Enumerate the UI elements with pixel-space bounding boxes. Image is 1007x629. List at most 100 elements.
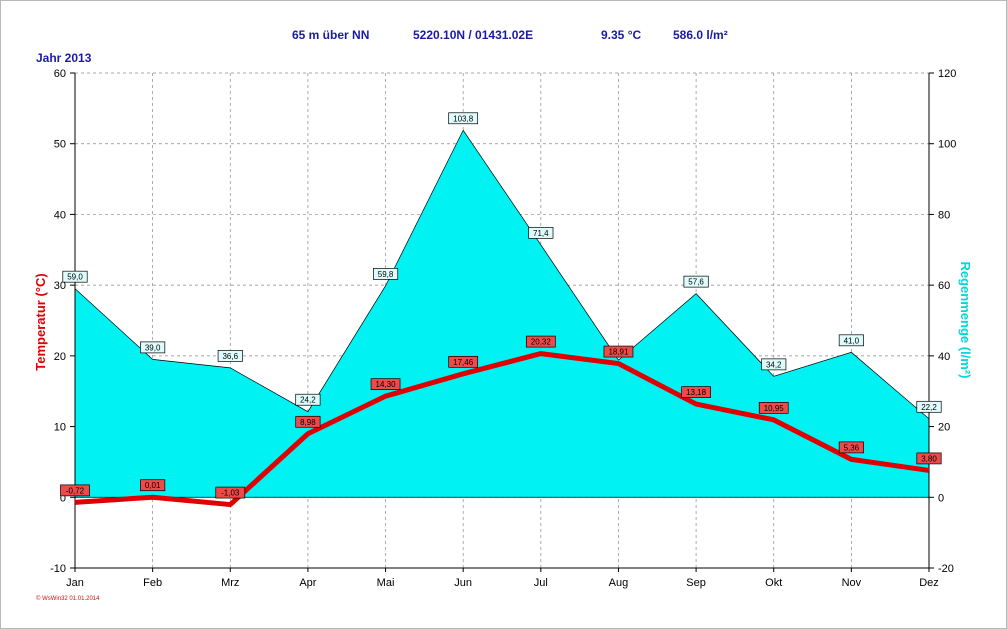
x-tick-9: Okt xyxy=(765,577,782,589)
temp-label-0: -0,72 xyxy=(60,484,90,497)
temp-label-0-box xyxy=(60,484,90,497)
temp-label-5-box xyxy=(448,355,479,368)
temperature-labels: -0,72 0,01 -1,03 8,98 14,30 17,46 20,32 18,91 13… xyxy=(60,335,942,499)
x-tick-0: Jan xyxy=(66,577,84,589)
temp-label-1-text: 0,01 xyxy=(145,481,161,490)
y-tick-left-0: -10 xyxy=(50,563,66,575)
y-tick-left-6: 50 xyxy=(54,139,66,151)
y-tick-right-6: 100 xyxy=(938,139,956,151)
temp-label-3: 8,98 xyxy=(295,415,321,428)
header-altitude: 65 m über NN xyxy=(292,28,370,42)
temp-label-5-text: 17,46 xyxy=(453,358,474,367)
temp-label-7-text: 18,91 xyxy=(608,348,629,357)
temp-label-2: -1,03 xyxy=(215,486,246,499)
rain-label-11-box xyxy=(916,400,942,413)
rain-label-1-text: 39,0 xyxy=(145,343,161,352)
x-tick-1: Feb xyxy=(143,577,162,589)
rain-label-6-box xyxy=(528,226,554,239)
temp-label-5: 17,46 xyxy=(448,355,479,368)
temp-label-11: 3,80 xyxy=(916,452,942,465)
rain-label-8-text: 57,6 xyxy=(688,278,704,287)
x-tick-4: Mai xyxy=(377,577,395,589)
rain-label-4: 59,8 xyxy=(372,268,399,280)
temp-label-10: 5,36 xyxy=(838,441,864,454)
temp-label-3-text: 8,98 xyxy=(300,418,316,427)
rain-label-4-text: 59,8 xyxy=(378,270,394,279)
temp-label-1: 0,01 xyxy=(140,479,166,492)
temp-label-6-text: 20,32 xyxy=(531,338,552,347)
rain-label-9: 34,2 xyxy=(761,358,787,371)
y-tick-right-3: 40 xyxy=(938,351,950,363)
rain-label-9-text: 34,2 xyxy=(766,360,782,369)
x-tick-3: Apr xyxy=(299,577,316,589)
temp-label-9: 10,95 xyxy=(758,402,789,414)
temp-label-8: 13,18 xyxy=(681,386,711,398)
x-tick-11: Dez xyxy=(919,577,939,589)
x-tick-5: Jun xyxy=(454,577,472,589)
temp-label-9-box xyxy=(758,402,789,414)
temp-label-6: 20,32 xyxy=(525,335,556,348)
y-axis-left-label: Temperatur (°C) xyxy=(33,273,48,370)
rain-label-3: 24,2 xyxy=(295,393,321,406)
rain-label-1-box xyxy=(140,341,166,354)
rain-label-2-text: 36,6 xyxy=(222,352,238,361)
y-tick-right-7: 120 xyxy=(938,68,956,80)
temp-label-10-box xyxy=(838,441,864,454)
left-axis-ticks: -10 0 10 20 30 40 50 60 xyxy=(50,68,75,575)
x-axis-ticks: Jan Feb Mrz Apr Mai Jun Jul Aug Sep Okt Nov Dez xyxy=(66,568,939,589)
x-tick-7: Aug xyxy=(609,577,629,589)
temp-label-9-text: 10,95 xyxy=(764,404,785,413)
right-axis-ticks: -20 0 20 40 60 80 100 120 xyxy=(929,68,956,575)
temp-label-8-box xyxy=(681,386,711,398)
y-tick-left-7: 60 xyxy=(54,68,66,80)
rain-labels: 59,0 39,0 36,6 24,2 59,8 103,8 71,4 57,6 34,2 41,… xyxy=(62,112,942,413)
y-tick-right-4: 60 xyxy=(938,280,950,292)
y-axis-right-label: Regenmenge (l/m²) xyxy=(958,261,973,378)
y-tick-left-5: 40 xyxy=(54,209,66,221)
header-total-rain: 586.0 l/m² xyxy=(673,28,728,42)
temp-label-3-box xyxy=(295,415,321,428)
y-tick-right-2: 20 xyxy=(938,422,950,434)
temp-label-6-box xyxy=(525,335,556,348)
y-tick-right-5: 80 xyxy=(938,209,950,221)
header-coordinates: 5220.10N / 01431.02E xyxy=(413,28,534,42)
rain-label-3-box xyxy=(295,393,321,406)
rain-label-5-text: 103,8 xyxy=(453,114,474,123)
rain-label-10-box xyxy=(838,334,864,347)
rain-label-2: 36,6 xyxy=(217,350,243,362)
rain-label-0-text: 59,0 xyxy=(67,273,83,282)
temp-label-11-text: 3,80 xyxy=(921,454,937,463)
temp-label-4: 14,30 xyxy=(370,378,401,391)
rain-label-0-box xyxy=(62,270,88,283)
rain-label-9-box xyxy=(761,358,787,371)
temp-label-4-text: 14,30 xyxy=(376,380,397,389)
y-tick-right-1: 0 xyxy=(938,492,944,504)
temp-label-1-box xyxy=(140,479,166,492)
rain-area xyxy=(74,129,930,498)
temperature-line xyxy=(74,351,930,508)
x-tick-6: Jul xyxy=(534,577,548,589)
rain-label-4-box xyxy=(372,268,399,280)
y-tick-right-0: -20 xyxy=(938,563,954,575)
footer-credit: © WsWin32 01.01.2014 xyxy=(36,596,100,602)
rain-label-8-box xyxy=(683,275,709,288)
rain-label-6-text: 71,4 xyxy=(533,229,549,238)
y-tick-left-3: 20 xyxy=(54,351,66,363)
year-label: Jahr 2013 xyxy=(36,51,92,65)
x-tick-10: Nov xyxy=(842,577,862,589)
y-tick-left-4: 30 xyxy=(54,280,66,292)
temp-label-10-text: 5,36 xyxy=(844,443,860,452)
temp-label-11-box xyxy=(916,452,942,465)
rain-label-10-text: 41,0 xyxy=(844,336,860,345)
temp-label-2-box xyxy=(215,486,246,499)
temp-label-7-box xyxy=(603,345,634,358)
rain-label-1: 39,0 xyxy=(140,341,166,354)
rain-label-2-box xyxy=(217,350,243,362)
rain-label-11-text: 22,2 xyxy=(921,403,937,412)
rain-label-0: 59,0 xyxy=(62,270,88,283)
temp-label-2-text: -1,03 xyxy=(221,489,240,498)
x-tick-8: Sep xyxy=(686,577,706,589)
rain-label-10: 41,0 xyxy=(838,334,864,347)
temp-label-7: 18,91 xyxy=(603,345,634,358)
